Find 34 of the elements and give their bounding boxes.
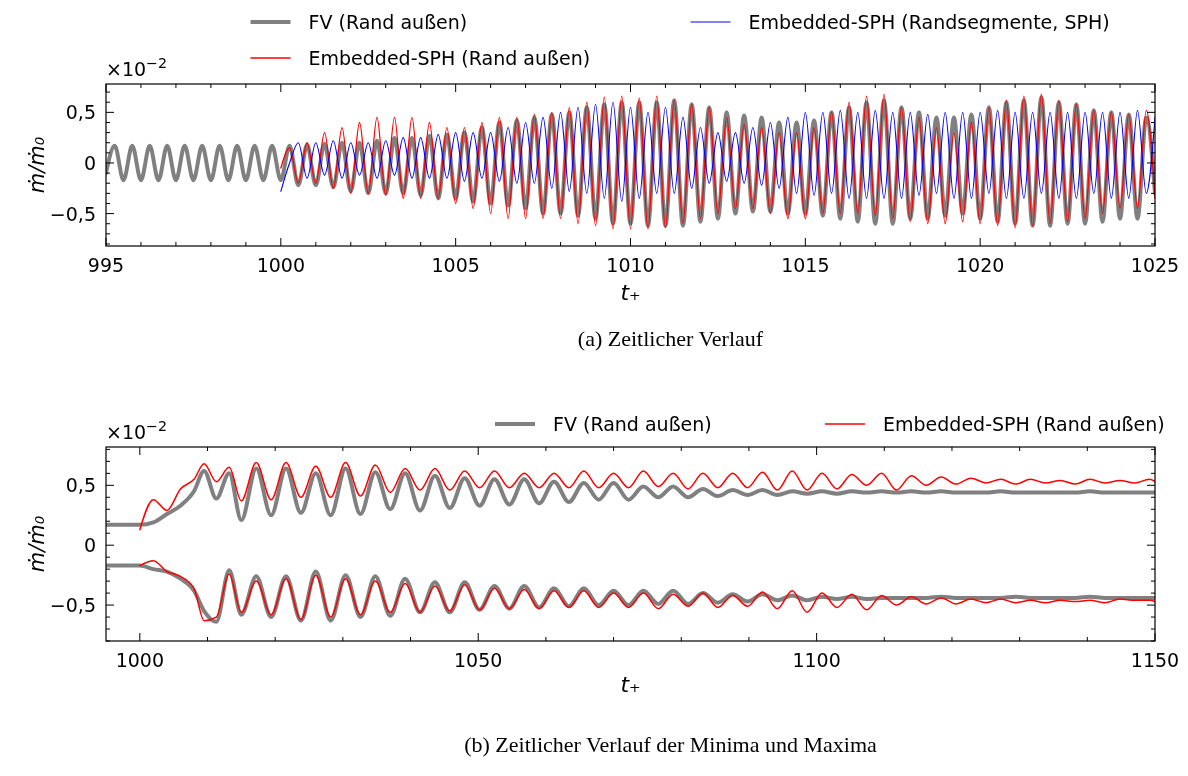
x-tick-label: 1025 <box>1130 254 1180 276</box>
line-series <box>139 461 1155 531</box>
text: (a) Zeitlicher Verlauf <box>577 326 764 351</box>
x-tick-label: 1000 <box>115 649 165 671</box>
x-tick-label: 1005 <box>431 254 480 276</box>
line-series <box>280 101 1155 202</box>
y-axis-title: ṁ/ṁ₀ <box>25 515 49 573</box>
y-tick-label: −0,5 <box>49 594 96 617</box>
x-tick-label: 1050 <box>454 649 503 671</box>
text: ×10$^{−2}$ <box>106 418 168 443</box>
legend-label: FV (Rand außen) <box>308 11 468 33</box>
x-axis-title: t₊ <box>620 672 641 697</box>
x-tick-label: 1015 <box>781 254 830 276</box>
x-tick-label: 1010 <box>606 254 655 276</box>
y-tick-label: −0,5 <box>49 202 96 225</box>
y-tick-label: 0,5 <box>65 474 96 497</box>
line-series <box>280 93 1155 230</box>
text: ×10$^{−2}$ <box>106 55 168 80</box>
x-tick-label: 1100 <box>792 649 841 671</box>
line-series <box>106 466 1155 527</box>
legend-label: Embedded-SPH (Rand außen) <box>883 413 1165 435</box>
y-tick-label: 0 <box>83 534 96 557</box>
y-tick-label: 0 <box>83 151 96 174</box>
legend-label: Embedded-SPH (Randsegmente, SPH) <box>748 11 1110 33</box>
x-tick-label: 995 <box>87 254 125 276</box>
x-tick-label: 1000 <box>256 254 306 276</box>
legend-label: Embedded-SPH (Rand außen) <box>308 47 591 69</box>
y-axis-title: ṁ/ṁ₀ <box>25 136 49 194</box>
x-tick-label: 1020 <box>955 254 1005 276</box>
x-axis-title: t₊ <box>620 280 641 305</box>
text: (b) Zeitlicher Verlauf der Minima und Maxima <box>464 732 878 757</box>
legend-label: FV (Rand außen) <box>553 413 712 435</box>
x-tick-label: 1150 <box>1130 649 1180 671</box>
y-tick-label: 0,5 <box>65 101 96 124</box>
